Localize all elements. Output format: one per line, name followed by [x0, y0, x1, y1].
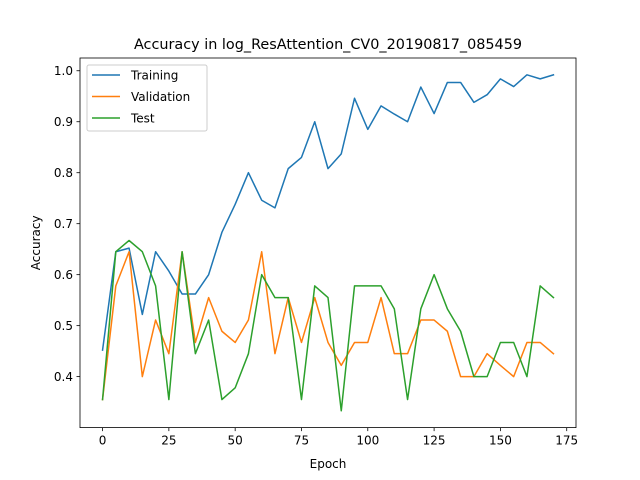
legend-box [86, 64, 208, 132]
x-tick-label: 150 [489, 434, 512, 448]
y-tick-label: 0.6 [54, 268, 73, 282]
legend-label-validation: Validation [131, 90, 190, 104]
y-tick-label: 0.4 [54, 370, 73, 384]
plot-area [79, 57, 577, 429]
legend-label-training: Training [130, 68, 178, 82]
y-axis-ticks: 0.4 0.5 0.6 0.7 0.8 0.9 1.0 [54, 64, 80, 384]
axes-frame [79, 57, 577, 429]
x-tick-label: 0 [99, 434, 107, 448]
y-axis-label: Accuracy [29, 215, 43, 270]
x-tick-label: 25 [161, 434, 176, 448]
legend-label-test: Test [130, 111, 155, 125]
x-tick-label: 75 [294, 434, 309, 448]
x-axis-ticks: 0 25 50 75 100 125 150 175 [99, 427, 578, 448]
x-axis-label: Epoch [310, 457, 347, 471]
y-tick-label: 0.9 [54, 115, 73, 129]
x-tick-label: 100 [356, 434, 379, 448]
x-tick-label: 175 [555, 434, 578, 448]
series-line-test [101, 239, 555, 412]
y-tick-label: 0.7 [54, 217, 73, 231]
x-tick-label: 50 [228, 434, 243, 448]
y-tick-label: 0.5 [54, 319, 73, 333]
x-tick-label: 125 [423, 434, 446, 448]
legend: Training Validation Test [86, 64, 208, 132]
y-tick-label: 1.0 [54, 64, 73, 78]
y-tick-label: 0.8 [54, 166, 73, 180]
series-line-validation [101, 250, 555, 401]
chart-title: Accuracy in log_ResAttention_CV0_2019081… [134, 37, 522, 53]
series-lines [101, 73, 555, 412]
